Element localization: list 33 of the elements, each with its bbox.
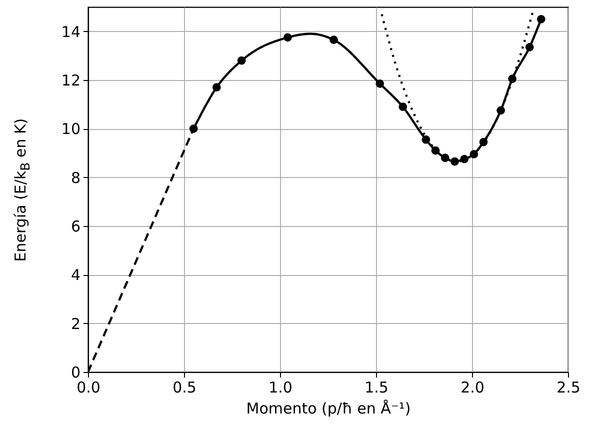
y-tick-label: 6: [70, 218, 80, 236]
point: [496, 106, 505, 115]
point: [189, 124, 198, 133]
y-tick-label: 0: [70, 364, 80, 382]
x-tick-label: 1.5: [364, 378, 388, 396]
y-tick-label: 4: [70, 266, 80, 284]
x-tick-label: 1.0: [268, 378, 292, 396]
point: [422, 135, 430, 144]
x-axis-title: Momento (p/ħ en Å⁻¹): [246, 400, 411, 418]
point: [376, 79, 384, 88]
y-tick-label: 8: [70, 168, 80, 187]
point: [440, 154, 450, 162]
point: [470, 150, 478, 158]
point: [525, 42, 534, 52]
y-tick-label: 14: [61, 22, 80, 41]
x-tick-label: 0.0: [76, 378, 100, 396]
point: [479, 138, 488, 146]
point: [508, 74, 517, 83]
x-tick-label: 2.5: [556, 378, 580, 396]
point: [330, 36, 338, 44]
x-tick-label: 0.5: [172, 378, 196, 396]
point: [212, 83, 221, 92]
point: [237, 56, 246, 65]
point: [431, 146, 440, 155]
y-tick-label: 12: [61, 72, 80, 90]
y-tick-label: 10: [61, 120, 80, 138]
point: [450, 157, 459, 166]
x-tick-label: 2.0: [460, 378, 484, 396]
point: [460, 154, 469, 164]
point: [536, 14, 546, 24]
point: [283, 33, 292, 42]
point: [398, 102, 408, 111]
y-tick-label: 2: [70, 314, 80, 333]
